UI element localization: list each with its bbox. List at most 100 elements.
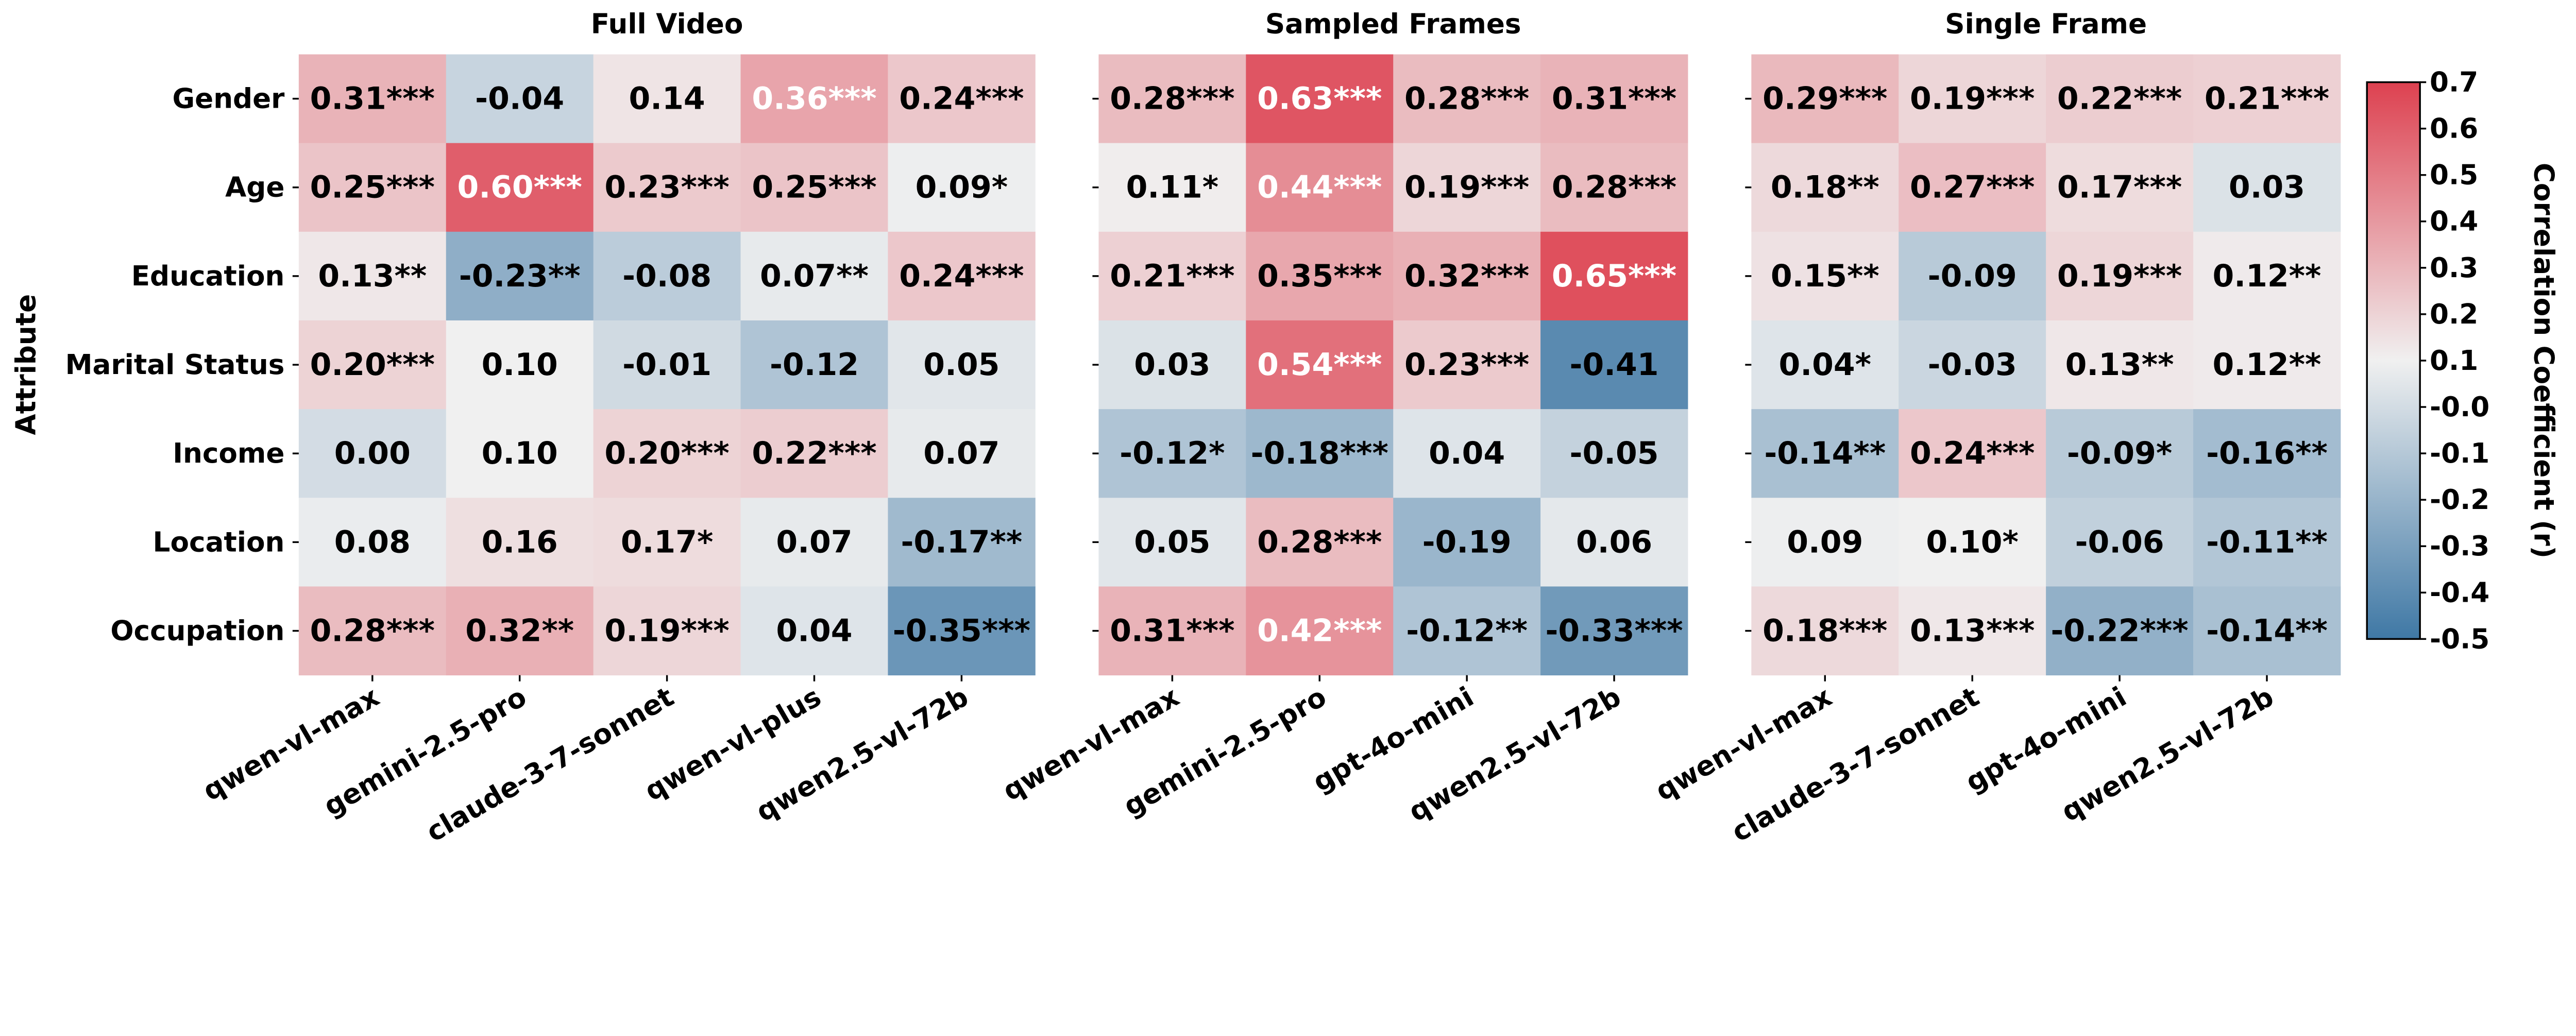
cell-value-label: 0.23*** (1404, 347, 1529, 383)
heatmap-cell (1899, 586, 2046, 676)
colorbar-tick-label: -0.4 (2430, 576, 2489, 608)
cell-value-label: 0.28*** (310, 613, 435, 649)
cell-value-label: 0.14 (629, 81, 705, 117)
cell-value-label: 0.07** (760, 258, 869, 294)
colorbar-tick-label: -0.5 (2430, 623, 2489, 655)
heatmap-cell (1246, 586, 1394, 676)
cell-value-label: 0.10 (482, 347, 558, 383)
heatmap-cell (593, 54, 741, 144)
heatmap-cell (2046, 409, 2194, 498)
cell-value-label: 0.11* (1126, 169, 1219, 206)
heatmap-cell (1751, 231, 1899, 321)
colorbar-tick-label: 0.7 (2430, 66, 2478, 98)
cell-value-label: 0.63*** (1257, 81, 1382, 117)
cell-value-label: 0.19*** (1404, 169, 1529, 206)
row-label: Income (173, 437, 284, 469)
cell-value-label: 0.05 (923, 347, 999, 383)
colorbar: 0.7 0.6 0.5 0.4 0.3 0.2 0.1 -0.0 -0.1 -0.2 -0.3 -0.… (2366, 66, 2560, 655)
cell-value-label: -0.33*** (1545, 613, 1683, 649)
heatmap-cell (2046, 586, 2194, 676)
cell-value-label: 0.12** (2213, 347, 2321, 383)
cell-value-label: -0.23** (459, 258, 581, 294)
heatmap-cell (1393, 54, 1541, 144)
cell-value-label: -0.18*** (1251, 435, 1388, 471)
heatmap-cell (2193, 143, 2341, 232)
cell-value-label: 0.24*** (899, 258, 1024, 294)
heatmap-cell (740, 231, 888, 321)
cell-value-label: 0.09 (1787, 524, 1863, 560)
heatmap-cell (1751, 143, 1899, 232)
column-label: claude-3-7-sonnet (421, 681, 679, 848)
cell-value-label: -0.12** (1406, 613, 1528, 649)
cell-value-label: 0.29*** (1762, 81, 1887, 117)
heatmap-cell (1751, 320, 1899, 410)
cell-value-label: 0.15** (1771, 258, 1879, 294)
heatmap-cell (740, 320, 888, 410)
cell-value-label: 0.36*** (752, 81, 876, 117)
heatmap-cell (2193, 409, 2341, 498)
heatmap-cell (1899, 409, 2046, 498)
cell-value-label: 0.18** (1771, 169, 1879, 206)
colorbar-tick-label: 0.6 (2430, 113, 2478, 145)
heatmap-cell (1246, 143, 1394, 232)
heatmap-cell (446, 143, 594, 232)
heatmap-cell (593, 586, 741, 676)
row-label: Education (131, 260, 285, 292)
row-label: Marital Status (65, 349, 285, 381)
cell-value-label: -0.14** (1764, 435, 1886, 471)
cell-value-label: 0.31*** (1552, 81, 1676, 117)
cell-value-label: 0.32** (465, 613, 574, 649)
heatmap-cell (298, 143, 447, 232)
heatmap-cell (446, 498, 594, 587)
heatmap-cell (1246, 231, 1394, 321)
cell-value-label: 0.12** (2213, 258, 2321, 294)
cell-value-label: 0.04 (1429, 435, 1505, 471)
colorbar-tick-label: 0.5 (2430, 159, 2478, 191)
cell-value-label: 0.00 (334, 435, 411, 471)
cell-value-label: -0.06 (2075, 524, 2164, 560)
heatmap-cell (1751, 54, 1899, 144)
cell-value-label: 0.28*** (1110, 81, 1234, 117)
colorbar-tick-label: 0.1 (2430, 345, 2478, 377)
cell-value-label: 0.03 (1134, 347, 1210, 383)
cell-value-label: 0.21*** (1110, 258, 1234, 294)
heatmap-cell (1098, 586, 1246, 676)
heatmap-cell (1098, 54, 1246, 144)
heatmap-cell (1393, 143, 1541, 232)
heatmap-cell (1751, 586, 1899, 676)
panel-title: Sampled Frames (1265, 8, 1521, 40)
cell-value-label: -0.14** (2206, 613, 2328, 649)
cell-value-label: -0.19 (1422, 524, 1512, 560)
heatmap-cell (740, 409, 888, 498)
heatmap-cell (593, 320, 741, 410)
heatmap-cell (2046, 498, 2194, 587)
heatmap-cell (1393, 320, 1541, 410)
cell-value-label: -0.09* (2067, 435, 2172, 471)
heatmap-cell (888, 586, 1036, 676)
heatmap-cell (1393, 231, 1541, 321)
cell-value-label: 0.20*** (310, 347, 435, 383)
heatmap-cell (888, 498, 1036, 587)
heatmap-cell (2193, 320, 2341, 410)
heatmap-cell (298, 231, 447, 321)
heatmap-cell (2046, 231, 2194, 321)
cell-value-label: 0.03 (2229, 169, 2305, 206)
cell-value-label: 0.28*** (1552, 169, 1676, 206)
cell-value-label: -0.11** (2206, 524, 2328, 560)
cell-value-label: 0.31*** (1110, 613, 1234, 649)
panel-title: Full Video (591, 8, 743, 40)
heatmap-cell (1246, 409, 1394, 498)
cell-value-label: -0.08 (622, 258, 711, 294)
cell-value-label: 0.07 (923, 435, 999, 471)
heatmap-cell (1899, 320, 2046, 410)
cell-value-label: 0.35*** (1257, 258, 1382, 294)
cell-value-label: 0.28*** (1257, 524, 1382, 560)
cell-value-label: 0.16 (482, 524, 558, 560)
cell-value-label: -0.41 (1570, 347, 1659, 383)
heatmap-panel-1: Sampled Frames 0.28*** 0.63*** 0.28*** 0.31*… (997, 8, 1688, 828)
correlation-heatmap-figure: Attribute Full Video 0.31*** -0.04 0.14 0.36… (10, 8, 2560, 848)
heatmap-cell (888, 54, 1036, 144)
heatmap-cell (1098, 498, 1246, 587)
heatmap-cell (1393, 409, 1541, 498)
cell-value-label: -0.12 (770, 347, 859, 383)
